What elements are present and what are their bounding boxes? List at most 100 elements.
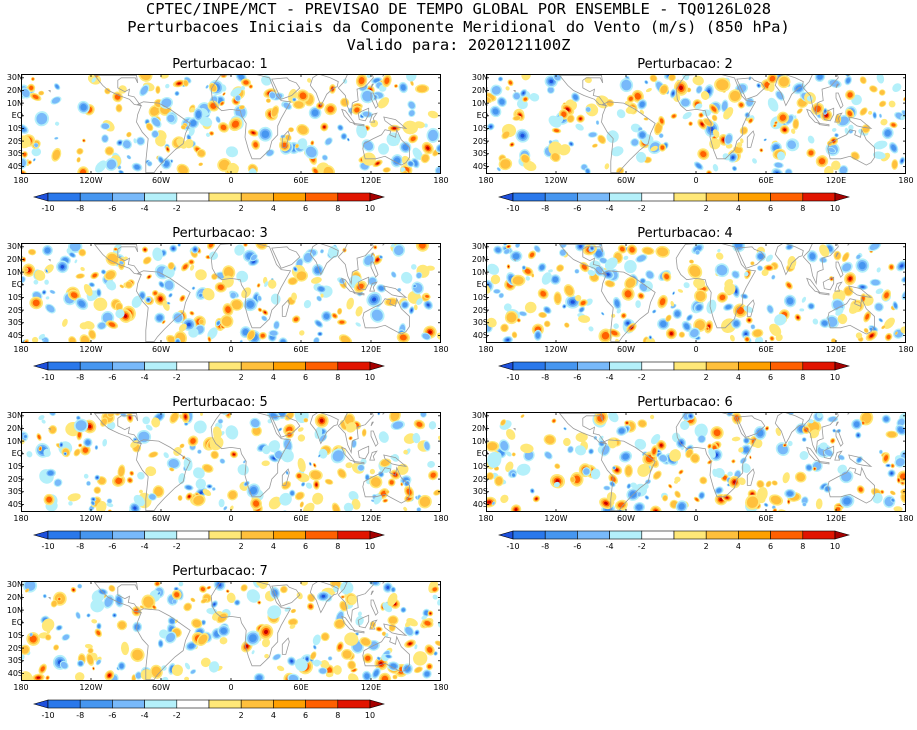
positive-perturbation [414,667,422,673]
longitude-tick-label: 120W [544,345,568,354]
positive-perturbation [746,496,759,508]
negative-perturbation [838,455,845,460]
colorbar-tick-label: -10 [506,204,520,213]
negative-perturbation [163,160,170,167]
negative-perturbation [492,501,495,505]
perturbation-map [486,74,906,174]
negative-perturbation [220,458,225,464]
positive-perturbation [770,495,782,505]
negative-perturbation [822,320,828,326]
positive-perturbation [649,414,655,420]
negative-perturbation [774,313,787,326]
positive-perturbation [109,585,115,592]
latitude-tick-label: 10S [472,292,488,302]
negative-perturbation [107,499,112,504]
coastline [370,421,375,427]
negative-perturbation [378,413,380,414]
negative-perturbation [806,465,812,470]
positive-perturbation [410,136,416,142]
negative-perturbation [42,337,49,343]
negative-perturbation [828,147,835,153]
coastline [817,122,830,127]
colorbar-swatch [577,361,610,371]
negative-perturbation [787,440,793,447]
positive-perturbation [385,298,397,306]
positive-perturbation [335,619,345,628]
negative-perturbation [545,307,550,313]
negative-perturbation [801,296,807,303]
positive-perturbation [327,106,334,113]
negative-perturbation [38,415,45,421]
negative-perturbation [390,243,395,248]
latitude-tick-label: 40S [7,499,23,509]
negative-perturbation [616,308,622,314]
positive-perturbation [91,619,98,624]
colorbar-swatch [369,192,385,202]
negative-perturbation [585,107,591,112]
negative-perturbation [216,321,220,325]
negative-perturbation [137,471,145,480]
positive-perturbation [890,491,896,495]
negative-perturbation [901,159,903,162]
positive-perturbation [371,477,381,487]
negative-perturbation [178,243,181,246]
coastline [357,107,370,122]
positive-perturbation [505,461,514,473]
negative-perturbation [520,133,525,138]
negative-perturbation [240,85,246,91]
coastline [352,291,365,296]
colorbar-tick-label: -10 [41,711,55,720]
negative-perturbation [801,497,808,504]
negative-perturbation [807,135,815,144]
negative-perturbation [416,298,423,306]
positive-perturbation [524,301,537,314]
colorbar-swatch [273,361,306,371]
coastline [341,615,356,632]
coastline [601,101,656,174]
positive-perturbation [494,466,499,471]
colorbar-swatch [176,192,210,202]
positive-perturbation [311,141,314,145]
latitude-tick-label: 30S [472,487,488,497]
negative-perturbation [75,420,87,431]
positive-perturbation [540,291,547,297]
positive-perturbation [383,499,387,502]
negative-perturbation [721,101,728,111]
negative-perturbation [695,250,700,255]
negative-perturbation [492,108,499,115]
negative-perturbation [401,608,405,612]
map-frame [21,412,441,512]
positive-perturbation [297,125,308,135]
perturbation-panel-1: Perturbacao: 1 30N 20N 10N EQ 10S 20S 30S 40S 180… [5,58,449,223]
colorbar-tick-label: -6 [108,373,117,382]
longitude-tick-label: 120W [79,345,103,354]
negative-perturbation [590,468,601,480]
positive-perturbation [268,496,282,510]
positive-perturbation [766,481,771,487]
positive-perturbation [348,673,359,681]
negative-perturbation [60,661,68,669]
negative-perturbation [875,303,883,311]
coastline [48,259,51,262]
positive-perturbation [760,149,762,151]
negative-perturbation [900,264,904,268]
negative-perturbation [152,247,163,262]
positive-perturbation [377,627,381,631]
latitude-tick-label: 10S [472,461,488,471]
colorbar-tick-label: 8 [800,373,806,382]
negative-perturbation [391,588,395,592]
negative-perturbation [787,491,793,497]
positive-perturbation [297,458,306,472]
positive-perturbation [604,501,608,505]
negative-perturbation [732,271,739,278]
negative-perturbation [548,269,553,273]
longitude-tick-label: 0 [228,683,234,692]
negative-perturbation [362,111,372,117]
longitude-tick-label: 180 [433,176,449,185]
positive-perturbation [297,434,306,442]
negative-perturbation [589,449,593,453]
colorbar-swatch [240,361,274,371]
positive-perturbation [523,97,528,101]
coastline [48,428,51,431]
negative-perturbation [348,490,359,501]
